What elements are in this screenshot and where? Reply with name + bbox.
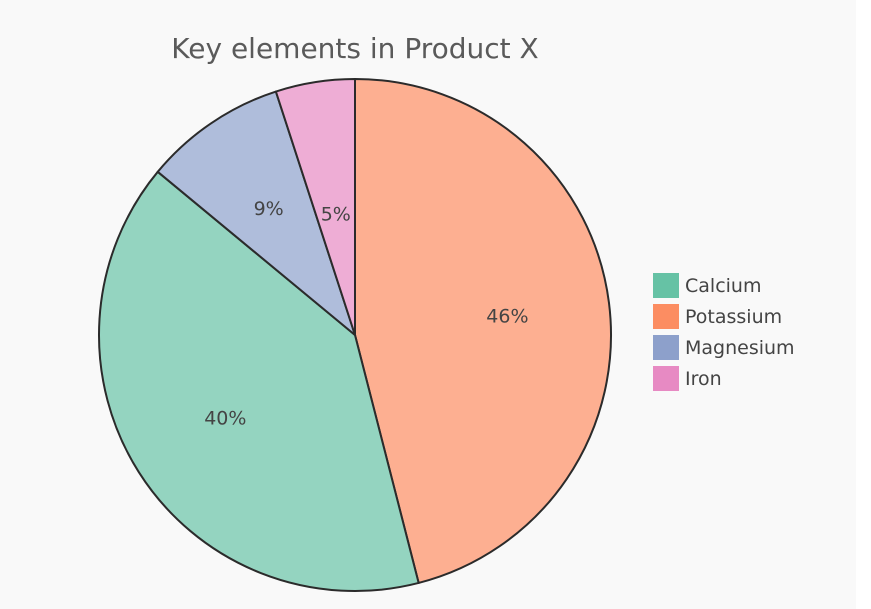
slice-label-calcium: 40% <box>204 407 246 429</box>
legend-label-magnesium: Magnesium <box>685 337 795 359</box>
legend-swatch-magnesium <box>653 335 679 360</box>
legend-swatch-potassium <box>653 304 679 329</box>
pie-slice-magnesium <box>156 90 356 336</box>
legend-label-potassium: Potassium <box>685 306 782 328</box>
pie-slice-calcium <box>98 170 420 592</box>
legend-swatch-calcium <box>653 273 679 298</box>
chart-title: Key elements in Product X <box>171 32 538 65</box>
legend: Calcium Potassium Magnesium Iron <box>653 273 795 391</box>
legend-label-iron: Iron <box>685 368 722 390</box>
legend-label-calcium: Calcium <box>685 275 761 297</box>
pie-slice-labels: 46% 40% 9% 5% <box>204 198 528 429</box>
slice-label-magnesium: 9% <box>254 198 284 220</box>
slice-label-iron: 5% <box>321 204 351 226</box>
pie-slices <box>98 78 612 592</box>
pie-slice-potassium <box>354 78 612 584</box>
slice-label-potassium: 46% <box>486 306 528 328</box>
legend-swatch-iron <box>653 366 679 391</box>
pie-slice-iron <box>274 78 356 336</box>
